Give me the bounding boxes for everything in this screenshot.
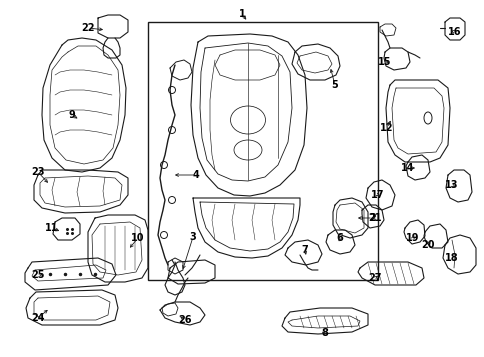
Text: 5: 5 [331, 80, 338, 90]
Text: 7: 7 [301, 245, 308, 255]
Text: 17: 17 [370, 190, 384, 200]
Text: 23: 23 [31, 167, 45, 177]
Text: 21: 21 [367, 213, 381, 223]
Text: 27: 27 [367, 273, 381, 283]
Text: 10: 10 [131, 233, 144, 243]
Text: 9: 9 [68, 110, 75, 120]
Text: 26: 26 [178, 315, 191, 325]
Text: 15: 15 [378, 57, 391, 67]
Text: 11: 11 [45, 223, 59, 233]
Bar [148, 22, 377, 280]
Text: 1: 1 [238, 9, 245, 19]
Text: 19: 19 [406, 233, 419, 243]
Text: 18: 18 [444, 253, 458, 263]
Text: 3: 3 [189, 232, 196, 242]
Text: 2: 2 [369, 213, 376, 223]
Text: 20: 20 [421, 240, 434, 250]
Text: 24: 24 [31, 313, 45, 323]
Text: 13: 13 [444, 180, 458, 190]
Text: 25: 25 [31, 270, 45, 280]
Text: 8: 8 [321, 328, 328, 338]
Text: 12: 12 [379, 123, 393, 133]
Text: 14: 14 [400, 163, 414, 173]
Text: 6: 6 [336, 233, 343, 243]
Text: 22: 22 [81, 23, 94, 33]
Text: 4: 4 [192, 170, 199, 180]
Text: 16: 16 [447, 27, 461, 37]
